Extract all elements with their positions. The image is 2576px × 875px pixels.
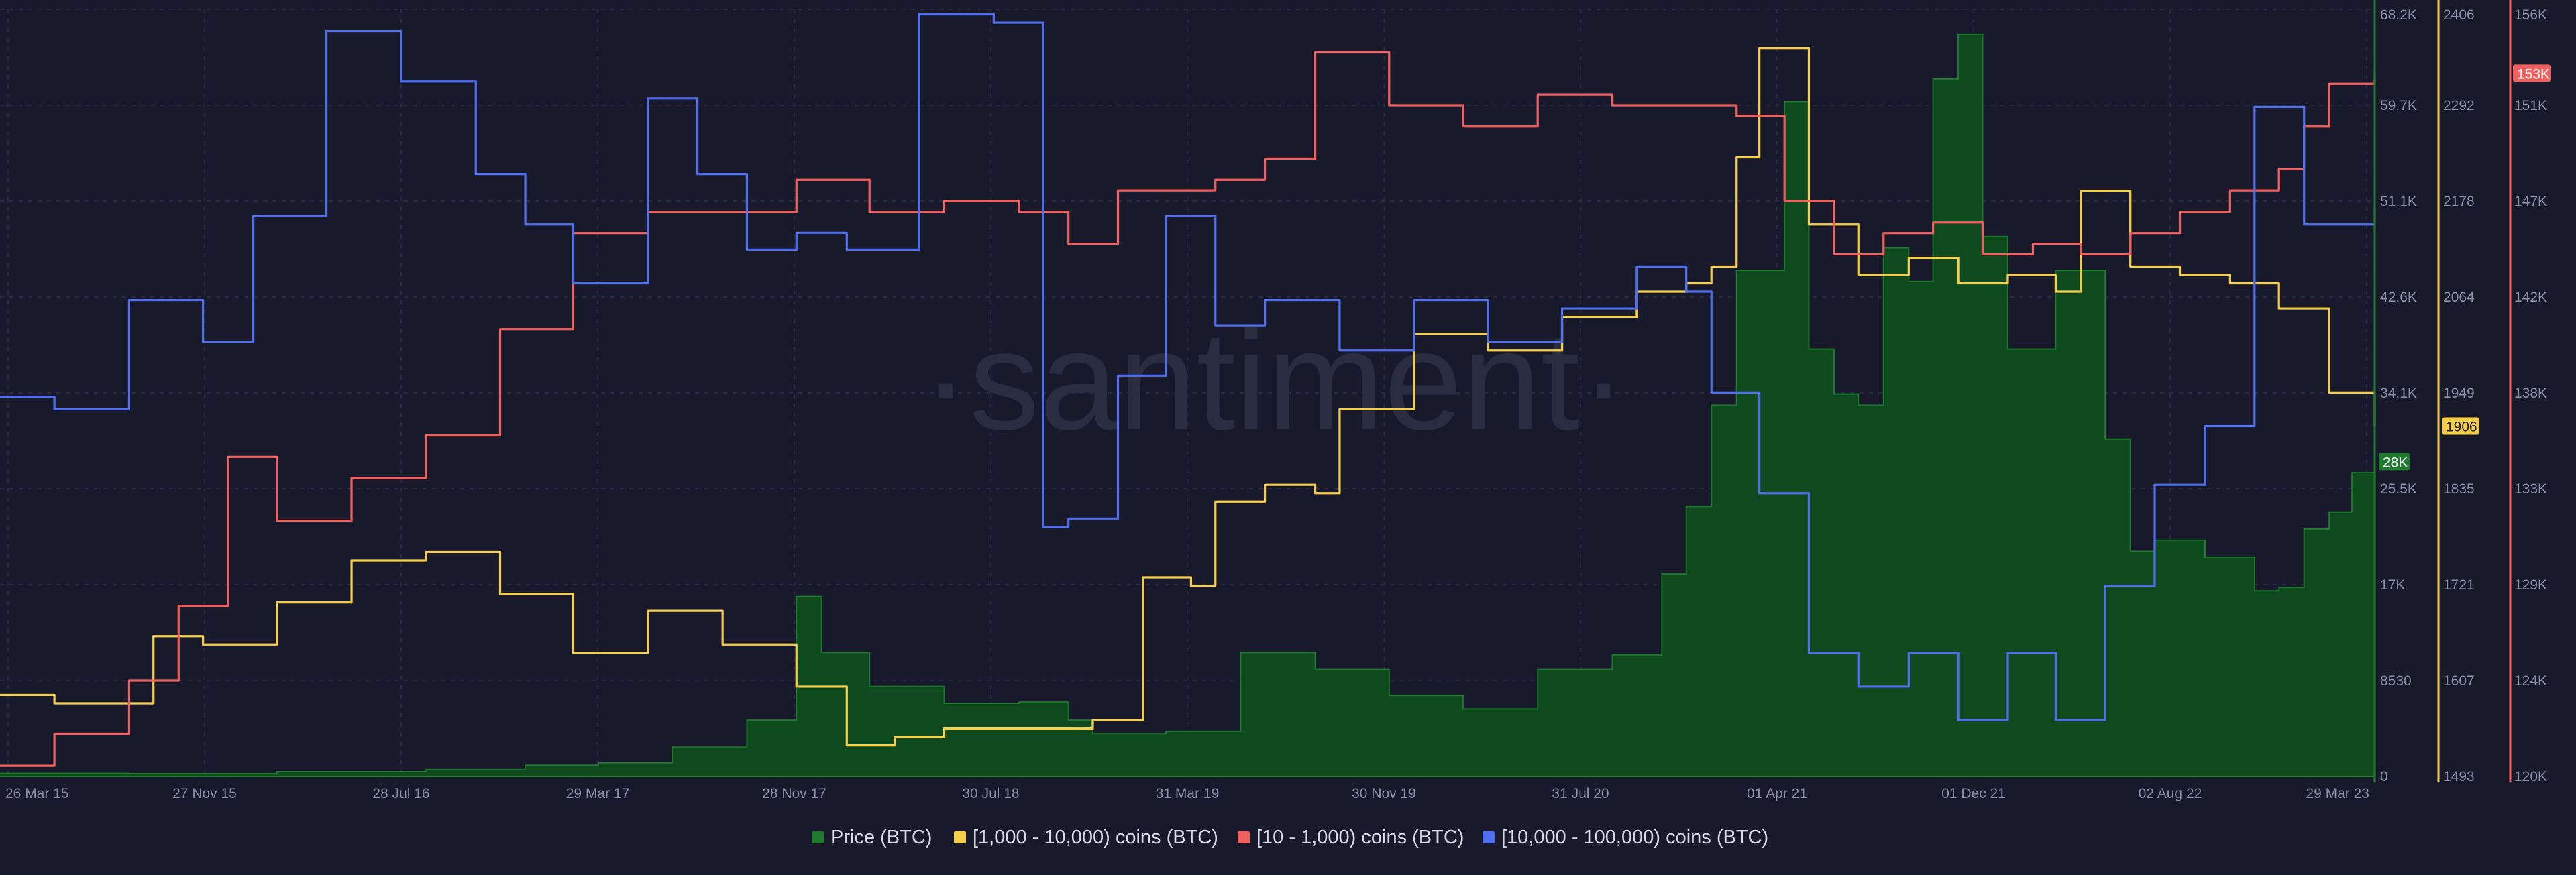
y-tick-label: 120K [2514,769,2547,784]
legend-swatch-2[interactable] [1238,831,1250,843]
legend-swatch-0[interactable] [812,831,824,843]
series-lines [0,13,2376,767]
y-tick-label: 1721 [2443,577,2475,593]
y-tick-label: 133K [2514,481,2547,497]
current-value-badge-large [2442,417,2479,435]
y-tick-label: 2406 [2443,7,2475,23]
legend-swatch-3[interactable] [1483,831,1495,843]
x-tick-label: 31 Jul 20 [1552,786,1609,801]
y-tick-label: 124K [2514,673,2547,689]
y-tick-label: 51.1K [2380,194,2417,209]
y-tick-label: 8530 [2380,673,2412,689]
price-area [0,33,2375,777]
y-tick-label: 1493 [2443,769,2475,784]
x-tick-label: 01 Apr 21 [1747,786,1807,801]
x-tick-label: 01 Dec 21 [1941,786,2006,801]
current-value-badge-price [2379,453,2410,471]
series-line-1 [0,47,2376,747]
y-tick-label: 1949 [2443,386,2475,401]
y-tick-label: 1835 [2443,481,2475,497]
x-axis-ticks: 26 Mar 15 27 Nov 15 28 Jul 16 29 Mar 17 28 N… [5,786,2369,801]
y-tick-label: 34.1K [2380,386,2417,401]
series-line-3 [0,13,2376,721]
price-area-series [0,33,2375,777]
legend-label-0[interactable]: Price (BTC) [830,827,932,848]
y-tick-label: 156K [2514,7,2547,23]
x-tick-label: 31 Mar 19 [1156,786,1220,801]
legend[interactable]: Price (BTC) [1,000 - 10,000) coins (BTC) [… [812,827,1768,848]
y-tick-label: 142K [2514,290,2547,305]
series-line-2 [0,50,2376,767]
x-tick-label: 28 Nov 17 [762,786,826,801]
y-tick-label: 2178 [2443,194,2475,209]
axes: 0 8530 17K 25.5K 34.1K 42.6K 51.1K 59.7K 68.2K 28… [2373,0,2551,784]
x-tick-label: 02 Aug 22 [2139,786,2202,801]
y-tick-label: 59.7K [2380,98,2417,113]
current-value-label-price: 28K [2383,455,2408,470]
legend-label-2[interactable]: [10 - 1,000) coins (BTC) [1256,827,1464,848]
x-tick-label: 28 Jul 16 [372,786,429,801]
y-tick-label: 2292 [2443,98,2475,113]
x-tick-label: 27 Nov 15 [172,786,237,801]
y-tick-label: 138K [2514,386,2547,401]
x-tick-label: 29 Mar 23 [2306,786,2369,801]
x-tick-label: 30 Jul 18 [962,786,1019,801]
y-tick-label: 151K [2514,98,2547,113]
x-tick-label: 30 Nov 19 [1352,786,1416,801]
y-tick-label: 147K [2514,194,2547,209]
legend-label-3[interactable]: [10,000 - 100,000) coins (BTC) [1501,827,1768,848]
y-tick-label: 0 [2380,769,2388,784]
legend-swatch-1[interactable] [954,831,966,843]
y-tick-label: 1607 [2443,673,2475,689]
x-tick-label: 29 Mar 17 [566,786,630,801]
y-tick-label: 2064 [2443,290,2475,305]
y-tick-label: 68.2K [2380,7,2417,23]
current-value-badge-small [2513,64,2551,82]
y-tick-label: 17K [2380,577,2405,593]
y-tick-label: 129K [2514,577,2547,593]
x-tick-label: 26 Mar 15 [5,786,69,801]
y-tick-label: 25.5K [2380,481,2417,497]
current-value-label-small: 153K [2517,66,2550,82]
watermark: ·santiment· [922,302,1627,459]
legend-label-1[interactable]: [1,000 - 10,000) coins (BTC) [973,827,1218,848]
y-tick-label: 42.6K [2380,290,2417,305]
current-value-label-large: 1906 [2446,419,2477,434]
